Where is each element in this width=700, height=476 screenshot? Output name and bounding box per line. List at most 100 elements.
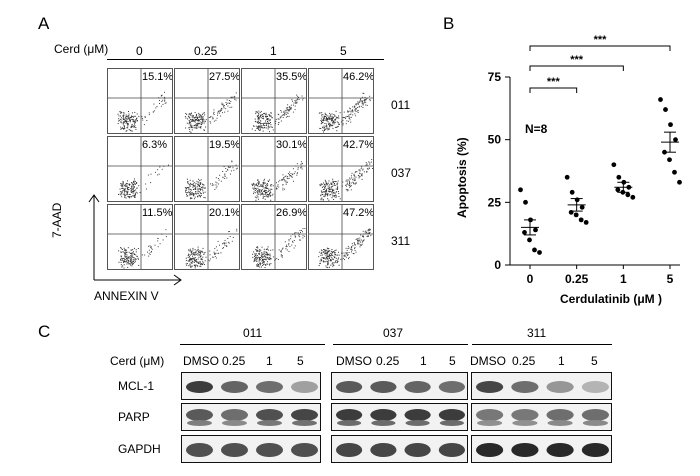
blot-band xyxy=(581,443,609,457)
blot-band xyxy=(511,443,539,457)
blot-band xyxy=(546,443,574,457)
flow-axis-arrows xyxy=(88,194,182,286)
blot-band xyxy=(370,443,397,457)
sample-037-label: 037 xyxy=(391,166,412,180)
blot-band xyxy=(256,443,283,457)
blot-band xyxy=(511,409,539,421)
flow-pct-011-3: 46.2% xyxy=(343,71,374,83)
blot-band-cleaved xyxy=(547,420,573,426)
flow-plot-311-3: 47.2% xyxy=(308,204,374,270)
flow-pct-311-0: 11.5% xyxy=(142,207,173,219)
blot-band xyxy=(546,409,574,421)
blot-band xyxy=(186,443,213,457)
data-point xyxy=(578,217,584,223)
x-tick-label: 0 xyxy=(527,272,534,286)
flow-pct-011-2: 35.5% xyxy=(276,71,307,83)
blot-parp-037 xyxy=(331,403,468,431)
blot-band-cleaved xyxy=(371,420,396,426)
y-tick-label: 0 xyxy=(494,258,501,272)
data-point xyxy=(569,189,575,195)
blot-band-cleaved xyxy=(257,420,282,426)
significance-bracket xyxy=(529,87,578,93)
flow-pct-311-2: 26.9% xyxy=(276,207,307,219)
blot-band xyxy=(291,381,318,393)
data-point xyxy=(672,169,677,175)
lane-311-5: 5 xyxy=(591,354,598,368)
data-point xyxy=(537,250,542,255)
lane-311-1: 1 xyxy=(558,354,565,368)
flow-plot-037-0: 6.3% xyxy=(107,136,173,202)
blot-band-cleaved xyxy=(187,420,212,426)
blot-band xyxy=(256,381,283,393)
flow-pct-037-2: 30.1% xyxy=(276,139,307,151)
blot-band-cleaved xyxy=(582,420,608,426)
data-point xyxy=(615,187,621,193)
blot-band-cleaved xyxy=(405,420,430,426)
data-point xyxy=(522,230,527,235)
chart-xlabel: Cerdulatinib (μM ) xyxy=(560,292,662,306)
blot-mcl-1-011 xyxy=(181,372,321,400)
lane-311-0.25: 0.25 xyxy=(512,354,536,368)
group-011-line xyxy=(180,344,325,345)
y-tick-label: 50 xyxy=(488,133,502,147)
flow-plot-311-2: 26.9% xyxy=(241,204,307,270)
lane-011-dmso: DMSO xyxy=(183,354,219,368)
blot-band-cleaved xyxy=(477,420,503,426)
lane-037-0.25: 0.25 xyxy=(376,354,400,368)
blot-cerd-label: Cerd (μM) xyxy=(110,354,165,368)
n-annotation: N=8 xyxy=(525,122,548,136)
panel-a-label: A xyxy=(38,14,50,33)
data-point xyxy=(533,227,538,233)
flow-plot-011-1: 27.5% xyxy=(174,68,240,134)
dose-1: 1 xyxy=(270,44,277,58)
lane-037-1: 1 xyxy=(420,354,427,368)
blot-band xyxy=(476,409,504,421)
flow-pct-311-1: 20.1% xyxy=(209,207,240,219)
blot-band-cleaved xyxy=(337,420,362,426)
data-point xyxy=(611,162,617,168)
significance-stars: *** xyxy=(594,34,608,46)
data-point xyxy=(667,157,672,163)
protein-mcl1-label: MCL-1 xyxy=(118,379,155,393)
data-point xyxy=(579,204,585,210)
flow-plot-011-0: 15.1% xyxy=(107,68,173,134)
blot-band xyxy=(404,381,431,393)
lane-011-0.25: 0.25 xyxy=(222,354,246,368)
y-tick-label: 25 xyxy=(488,195,502,209)
lane-311-dmso: DMSO xyxy=(470,354,506,368)
flow-pct-011-1: 27.5% xyxy=(209,71,240,83)
lane-037-5: 5 xyxy=(449,354,456,368)
flow-pct-311-3: 47.2% xyxy=(343,207,374,219)
significance-bracket xyxy=(529,65,624,71)
flow-pct-011-0: 15.1% xyxy=(142,71,173,83)
significance-brackets: *** *** *** xyxy=(529,34,671,93)
blot-band xyxy=(438,381,465,393)
protein-parp-label: PARP xyxy=(118,410,150,424)
sample-011-label: 011 xyxy=(391,98,411,112)
blot-band xyxy=(291,443,318,457)
flow-pct-037-3: 42.7% xyxy=(343,139,374,151)
flow-plot-037-1: 19.5% xyxy=(174,136,240,202)
dose-5: 5 xyxy=(340,44,347,58)
data-point xyxy=(630,194,636,200)
protein-gapdh-label: GAPDH xyxy=(118,442,161,456)
blot-gapdh-037 xyxy=(331,435,468,463)
data-point xyxy=(532,247,537,253)
blot-band xyxy=(438,443,465,457)
blot-group-311: 311 xyxy=(527,326,547,340)
y-axis-7aad: 7-AAD xyxy=(50,202,64,238)
dose-0: 0 xyxy=(136,44,143,58)
blot-gapdh-011 xyxy=(181,435,321,463)
apoptosis-scatter-chart: 0 25 50 75 0 0.25 1 5 *** *** *** xyxy=(488,34,682,286)
significance-stars: *** xyxy=(570,54,584,66)
blot-band-cleaved xyxy=(512,420,538,426)
data-point xyxy=(583,219,589,225)
flow-pct-037-0: 6.3% xyxy=(142,139,168,151)
x-axis-annexin: ANNEXIN V xyxy=(94,289,159,303)
x-tick-label: 0.25 xyxy=(565,272,589,286)
cerd-dose-label: Cerd (μM) xyxy=(54,42,109,56)
panel-c-label: C xyxy=(38,322,51,341)
blot-band xyxy=(404,443,431,457)
dose-0.25: 0.25 xyxy=(194,44,218,58)
blot-group-037: 037 xyxy=(383,326,404,340)
